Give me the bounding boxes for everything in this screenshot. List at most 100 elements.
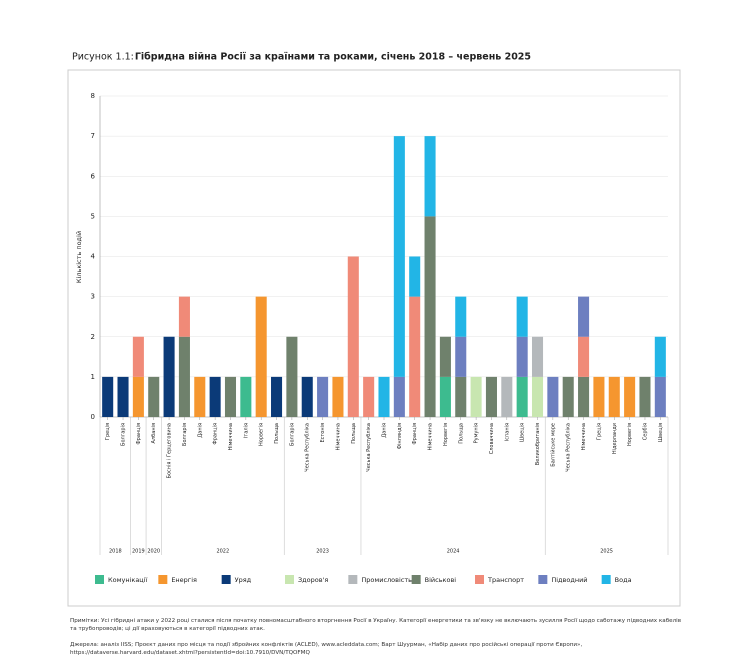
x-tick-label: Чеська Республіка <box>366 423 372 472</box>
x-tick-label: Нідерланди <box>612 423 618 454</box>
x-tick-label: Швеція <box>658 423 664 442</box>
y-tick-label: 7 <box>91 132 95 140</box>
bar-segment <box>547 376 559 417</box>
x-tick-label: Румунія <box>474 423 480 443</box>
legend-label: Здоров'я <box>298 576 328 584</box>
x-tick-label: Чеська Республіка <box>305 423 311 472</box>
x-tick-label: Боснія і Герцеговина <box>167 423 173 478</box>
x-tick-label: Італія <box>243 423 249 438</box>
chart-title: Гібридна війна Росії за країнами та рока… <box>135 52 531 63</box>
x-tick-label: Норвегія <box>443 423 449 446</box>
legend-swatch <box>158 575 168 584</box>
x-tick-label: Іспанія <box>504 423 510 441</box>
x-tick-label: Албанія <box>151 423 157 443</box>
bar-segment <box>378 376 390 417</box>
bar-segment <box>654 376 666 417</box>
legend-swatch <box>475 575 484 584</box>
group-label: 2022 <box>216 549 229 555</box>
legend-label: Транспорт <box>487 576 524 584</box>
x-tick-label: Польща <box>458 423 464 444</box>
group-label: 2018 <box>109 549 122 555</box>
x-tick-label: Німеччина <box>428 423 434 451</box>
bar-segment <box>624 376 636 417</box>
bar-segment <box>455 336 467 377</box>
bar-segment <box>439 376 451 417</box>
x-tick-label: Франція <box>213 423 219 445</box>
legend-swatch <box>538 575 548 584</box>
x-tick-label: Франція <box>136 423 142 445</box>
legend-swatch <box>601 575 611 584</box>
legend-label: Вода <box>615 576 632 584</box>
x-tick-label: Німеччина <box>335 423 341 451</box>
legend-label: Комунікації <box>108 576 148 584</box>
bar-segment <box>409 296 421 417</box>
y-tick-label: 8 <box>91 92 95 100</box>
bar-segment <box>593 376 605 417</box>
bar-segment <box>393 136 405 377</box>
bar-segment <box>255 296 267 417</box>
bar-segment <box>117 376 129 417</box>
bar-segment <box>455 376 467 417</box>
y-tick-label: 2 <box>91 333 95 341</box>
bar-segment <box>224 376 237 417</box>
bar-segment <box>317 376 329 417</box>
bar-segment <box>501 376 513 417</box>
bar-segment <box>163 336 175 417</box>
legend-swatch <box>348 575 358 584</box>
group-label: 2025 <box>600 549 613 555</box>
x-tick-label: Болгарія <box>289 423 295 446</box>
legend-label: Військові <box>425 576 457 584</box>
bar-segment <box>332 376 344 417</box>
group-label: 2020 <box>147 549 160 555</box>
group-label: 2023 <box>316 549 329 555</box>
bar-segment <box>516 336 528 377</box>
frame <box>67 69 681 607</box>
bar-segment <box>516 296 528 337</box>
bar-segment <box>562 376 574 417</box>
y-tick-label: 5 <box>91 212 95 220</box>
bar-segment <box>578 296 590 337</box>
sources: Джерела: аналіз IISS; Проєкт даних про м… <box>70 642 583 656</box>
y-axis-label: Кількість подій <box>75 231 83 283</box>
x-tick-label: Чеська Республіка <box>566 423 572 472</box>
x-tick-label: Польща <box>351 423 357 444</box>
x-tick-label: Норвегія <box>259 423 265 446</box>
x-tick-label: Греція <box>105 423 111 440</box>
bar-segment <box>654 336 666 377</box>
bar-segment <box>132 376 144 417</box>
bar-segment <box>240 376 252 417</box>
bar-segment <box>516 376 528 417</box>
bar-segment <box>178 336 190 417</box>
bar-segment <box>102 376 114 417</box>
x-tick-label: Франція <box>412 423 418 445</box>
bar-segment <box>531 376 544 417</box>
bar-segment <box>132 336 144 377</box>
x-tick-label: Балтійське море <box>549 423 556 467</box>
x-tick-label: Данія <box>197 423 203 438</box>
bar-segment <box>531 336 544 377</box>
x-tick-label: Німеччина <box>228 423 234 451</box>
x-tick-label: Німеччина <box>581 423 587 451</box>
notes: Примітки: Усі гібридні атаки у 2022 році… <box>70 618 682 632</box>
y-tick-label: 4 <box>91 253 96 261</box>
x-tick-label: Норвегія <box>627 423 633 446</box>
bar-segment <box>455 296 467 337</box>
legend-label: Підводний <box>551 576 587 584</box>
legend-label: Промисловість <box>361 576 412 584</box>
x-tick-label: Естонія <box>320 423 326 443</box>
y-tick-label: 6 <box>91 172 96 180</box>
x-tick-label: Сербія <box>642 423 648 440</box>
bar-segment <box>271 376 283 417</box>
chart-title-prefix: Рисунок 1.1: <box>72 52 134 63</box>
bar-segment <box>363 376 375 417</box>
x-tick-label: Данія <box>382 423 388 438</box>
x-tick-label: Словаччина <box>489 423 495 454</box>
x-tick-label: Болгарія <box>182 423 188 446</box>
legend-swatch <box>411 575 421 584</box>
bar-segment <box>578 376 590 417</box>
bar-segment <box>393 376 405 417</box>
bar-segment <box>209 376 221 417</box>
y-tick-label: 3 <box>91 293 95 301</box>
group-label: 2024 <box>447 549 460 555</box>
bar-segment <box>485 376 497 417</box>
